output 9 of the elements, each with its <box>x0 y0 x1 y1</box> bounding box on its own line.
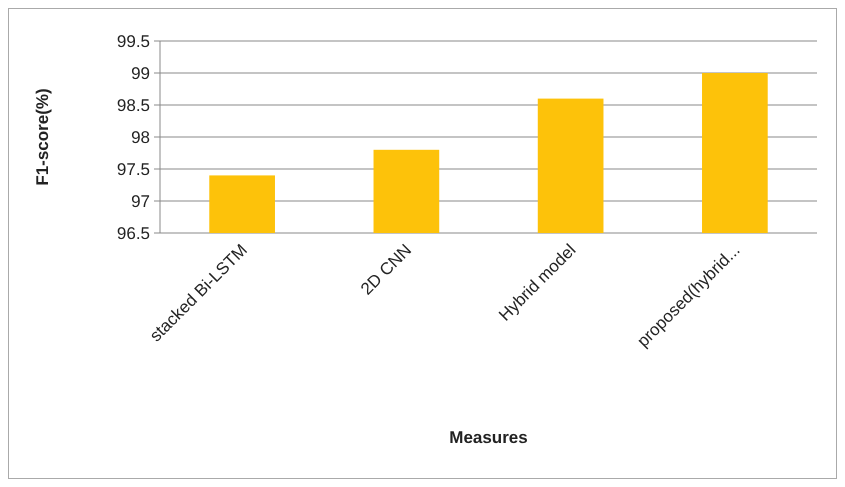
y-tick-label: 98.5 <box>116 96 150 115</box>
x-axis-title: Measures <box>449 428 528 447</box>
y-tick-label: 97 <box>131 192 150 211</box>
y-tick-label: 99 <box>131 64 150 83</box>
y-axis-title: F1-score(%) <box>33 88 52 186</box>
y-tick-label: 99.5 <box>116 32 150 51</box>
y-tick-label: 97.5 <box>116 160 150 179</box>
y-tick-label: 98 <box>131 128 150 147</box>
y-tick-label: 96.5 <box>116 224 150 243</box>
